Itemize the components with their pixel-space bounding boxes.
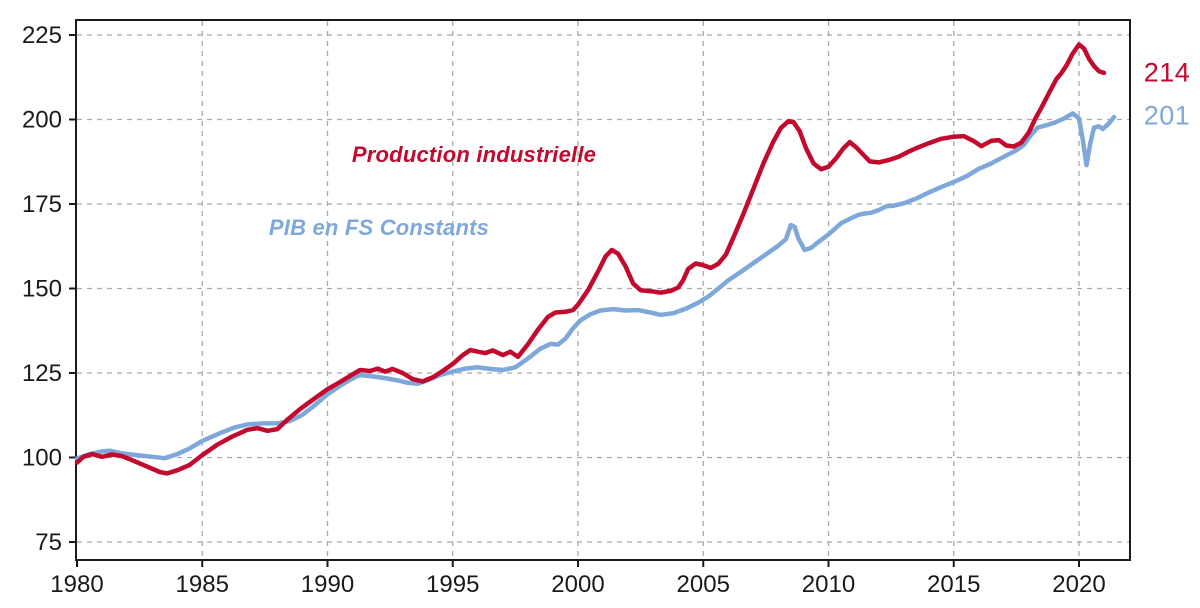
x-axis-tick-label: 1995: [426, 571, 479, 598]
series-line-production-industrielle: [74, 42, 1107, 476]
x-axis-tick-label: 1990: [301, 571, 354, 598]
y-axis-tick-label: 150: [22, 276, 62, 303]
y-axis-tick-label: 225: [22, 22, 62, 49]
y-axis-tick-label: 200: [22, 107, 62, 134]
plot-frame: [75, 19, 1131, 561]
x-axis-tick-label: 2005: [677, 571, 730, 598]
series-label-pib-fs-constants: PIB en FS Constants: [268, 215, 490, 240]
x-axis-tick-label: 1985: [176, 571, 229, 598]
x-axis-tick-label: 2000: [551, 571, 604, 598]
end-value-label-pib: 201: [1143, 100, 1191, 131]
x-axis-tick-label: 2015: [927, 571, 980, 598]
x-axis-tick-label: 1980: [50, 571, 103, 598]
end-value-label-production: 214: [1143, 57, 1191, 88]
y-axis-tick-label: 125: [22, 360, 62, 387]
series-line-pib-fs-constants: [74, 111, 1117, 461]
y-axis-tick-label: 175: [22, 191, 62, 218]
y-axis-tick-label: 75: [35, 529, 62, 556]
x-axis-tick-label: 2020: [1052, 571, 1105, 598]
series-label-production-industrielle: Production industrielle: [351, 142, 597, 167]
y-axis-tick-label: 100: [22, 445, 62, 472]
x-axis-tick-label: 2010: [802, 571, 855, 598]
